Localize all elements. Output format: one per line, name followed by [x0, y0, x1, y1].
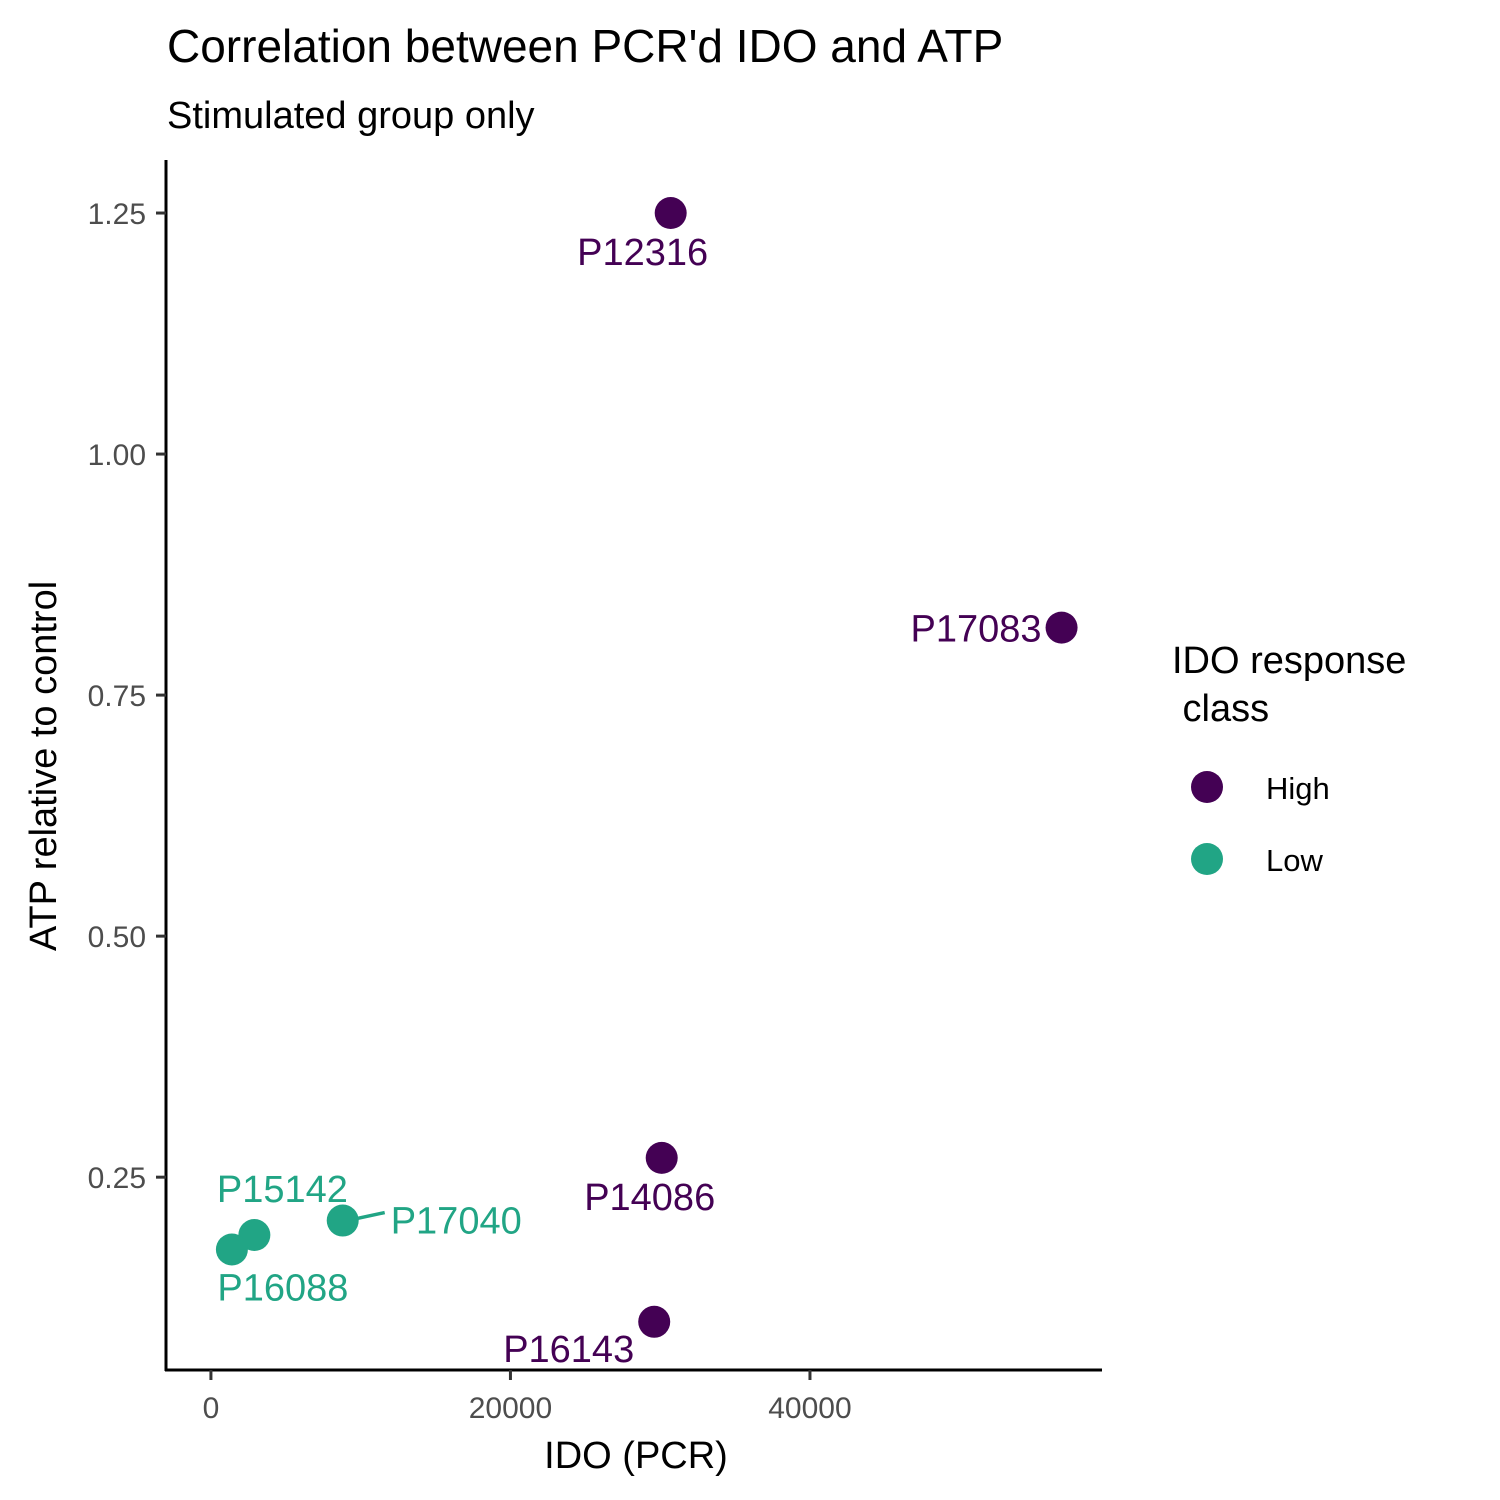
point-label-p16143: P16143	[503, 1329, 634, 1371]
legend-label-high: High	[1266, 771, 1330, 806]
data-point-p16088	[215, 1233, 248, 1266]
legend-title-line: class	[1172, 688, 1269, 730]
data-point-p16143	[638, 1305, 671, 1338]
y-tick-label: 0.25	[88, 1162, 146, 1195]
axes: 0.25 0.50 0.75 1.00 1.25 0 20000 40000	[88, 160, 1102, 1425]
point-label-p12316: P12316	[577, 232, 708, 274]
point-labels: P12316 P17083 P14086 P16143 P15142 P16088 P170…	[217, 232, 1042, 1371]
point-label-p14086: P14086	[584, 1177, 715, 1219]
y-tick-label: 1.00	[88, 439, 146, 472]
y-axis-title: ATP relative to control	[23, 581, 65, 951]
x-tick-label: 20000	[469, 1392, 552, 1425]
data-point-p17083	[1045, 611, 1078, 644]
legend-swatch-high	[1191, 771, 1223, 803]
legend: IDO response class High Low	[1172, 640, 1406, 878]
y-tick-label: 0.75	[88, 680, 146, 713]
y-tick-label: 0.50	[88, 921, 146, 954]
x-tick-label: 0	[203, 1392, 220, 1425]
point-label-p17040: P17040	[391, 1201, 522, 1243]
legend-label-low: Low	[1266, 843, 1323, 878]
data-point-p17040	[326, 1204, 359, 1237]
label-leader-line	[356, 1210, 386, 1221]
x-tick-label: 40000	[768, 1392, 851, 1425]
point-label-p15142: P15142	[217, 1169, 348, 1211]
chart-title: Correlation between PCR'd IDO and ATP	[167, 20, 1003, 72]
point-label-p17083: P17083	[911, 609, 1042, 651]
legend-title-line: IDO response	[1172, 640, 1406, 682]
data-points	[215, 197, 1078, 1338]
x-axis-title: IDO (PCR)	[544, 1435, 728, 1477]
point-label-p16088: P16088	[217, 1267, 348, 1309]
data-point-p14086	[645, 1141, 678, 1174]
chart-subtitle: Stimulated group only	[167, 95, 535, 137]
data-point-p12316	[654, 197, 687, 230]
y-tick-label: 1.25	[88, 198, 146, 231]
legend-swatch-low	[1191, 843, 1223, 875]
